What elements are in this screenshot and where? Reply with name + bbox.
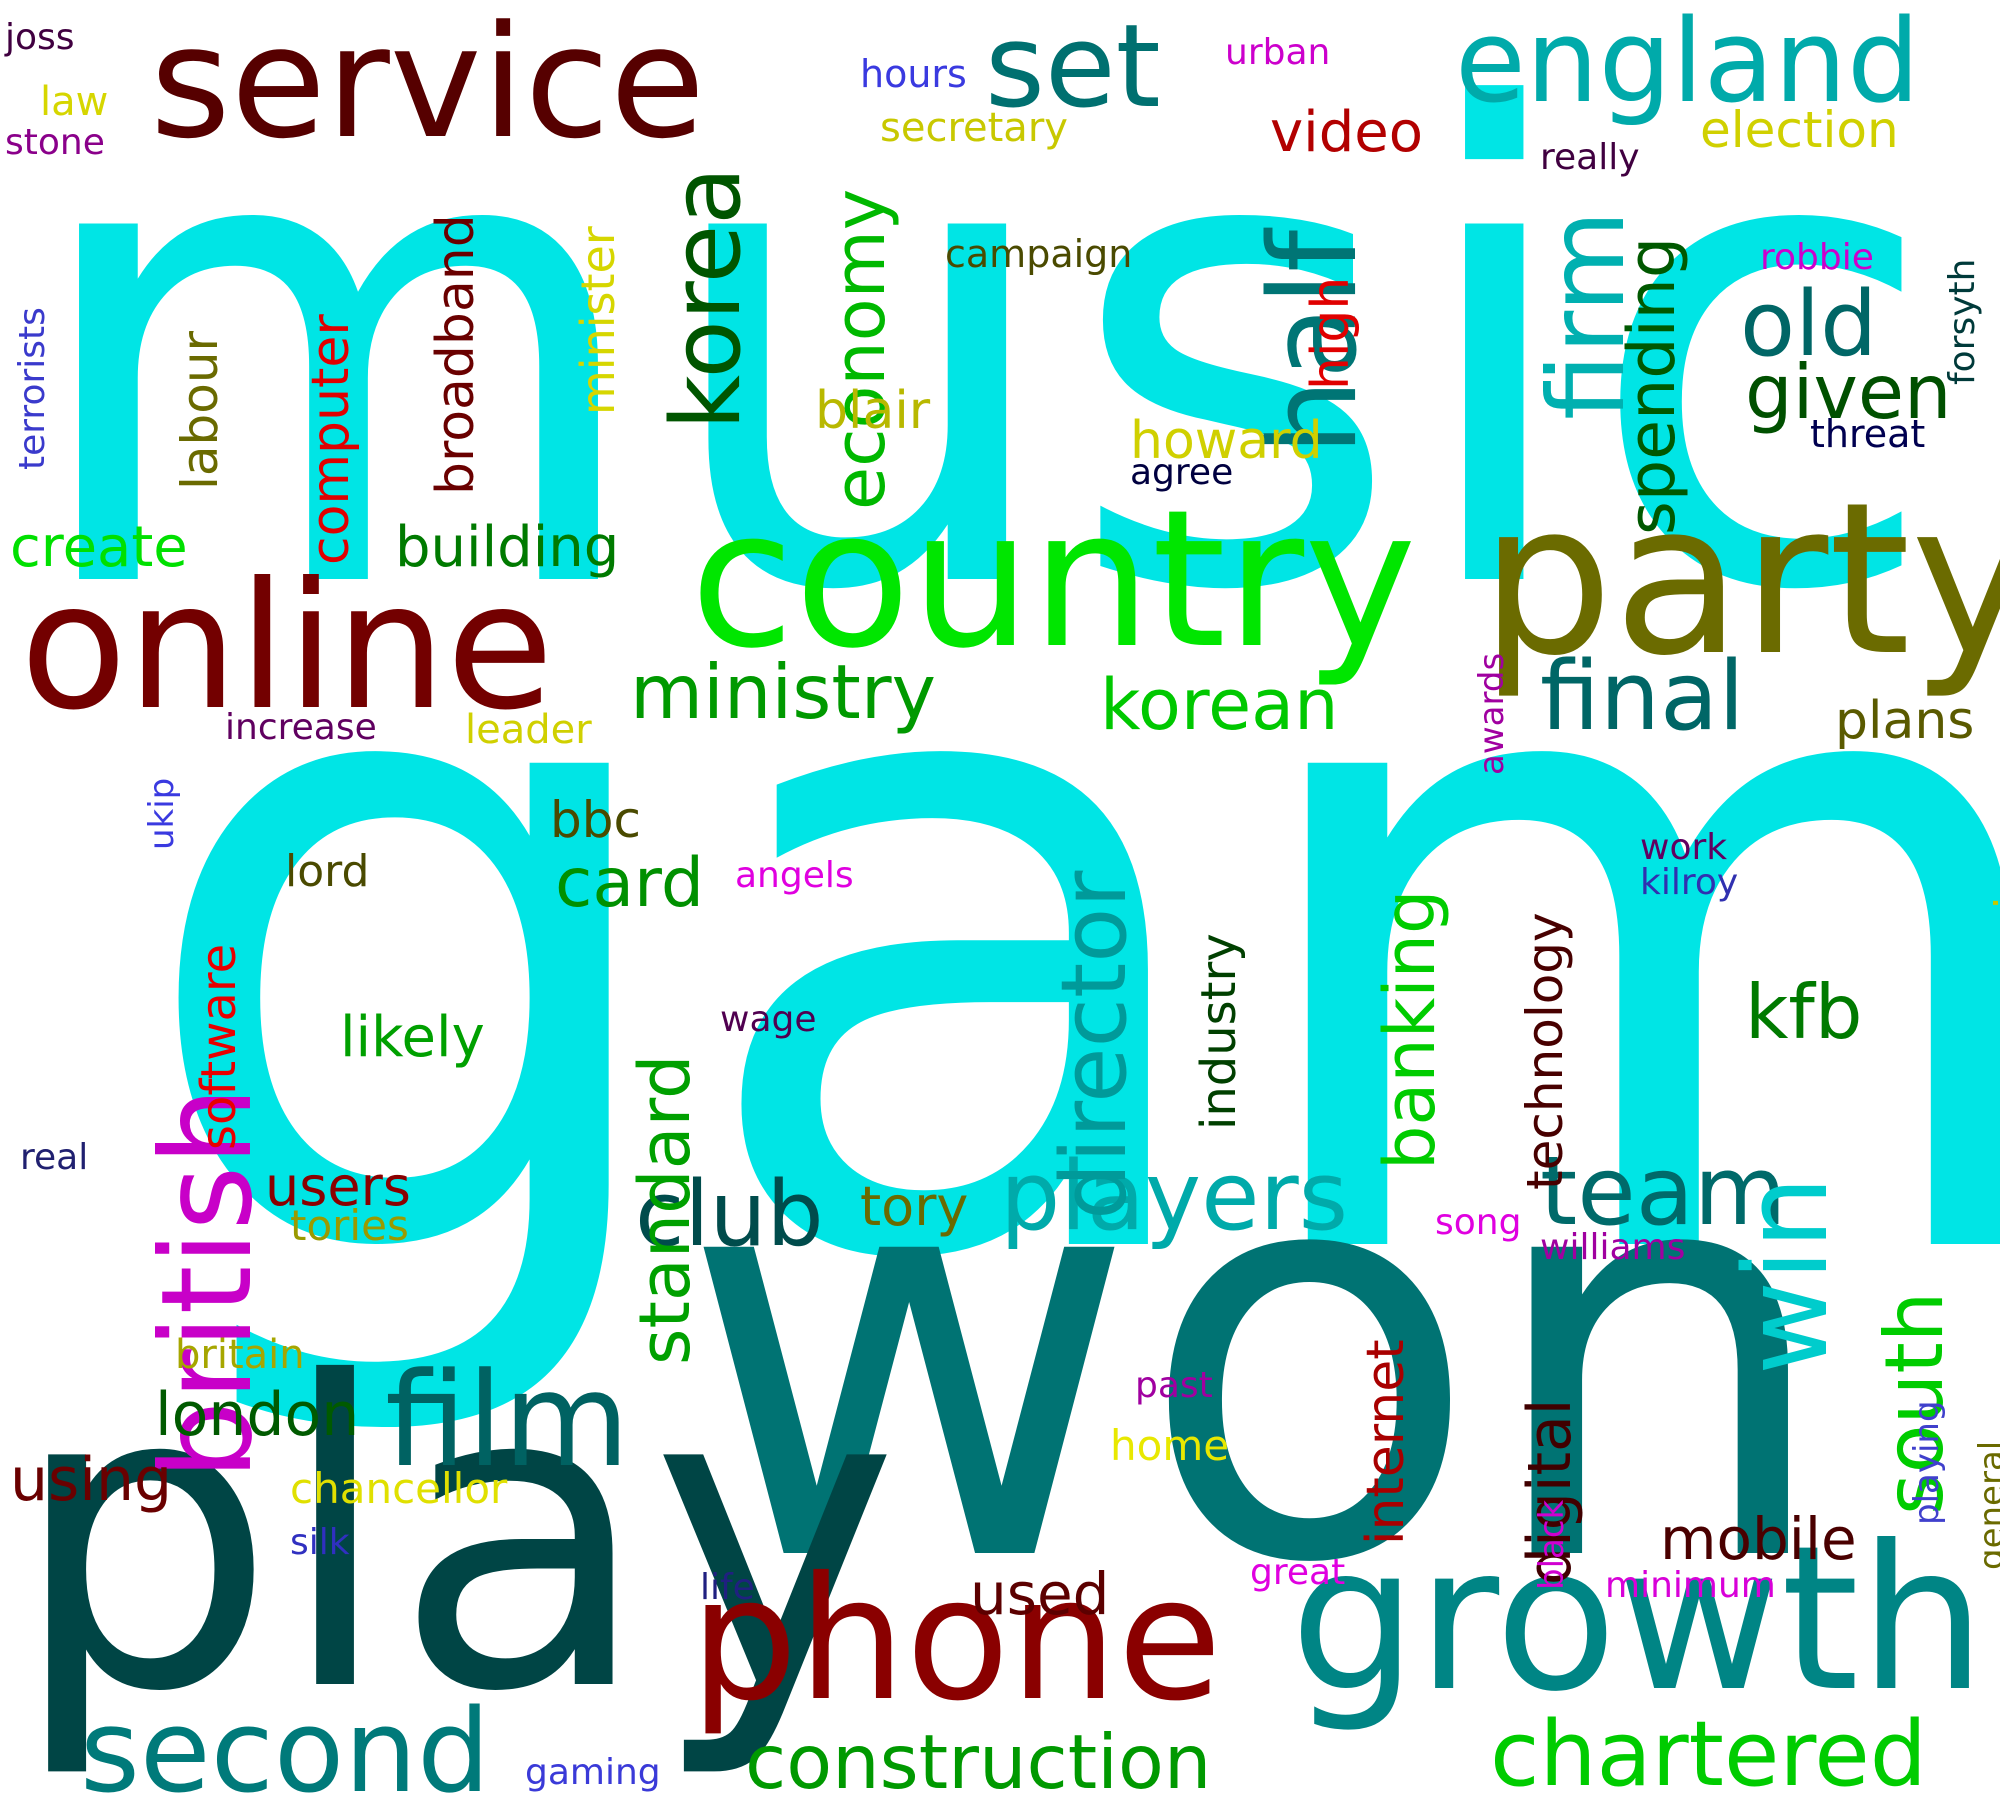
word-online: online [20,546,554,749]
word-urban: urban [1225,32,1331,73]
word-computer: computer [301,314,361,565]
word-high: high [1301,276,1361,390]
word-home: home [1110,1421,1230,1470]
word-won: won [680,1034,1836,1686]
word-card: card [555,844,704,923]
word-law: law [40,79,109,125]
word-labour: labour [171,330,229,490]
word-chancellor: chancellor [290,1464,508,1513]
word-howard: howard [1130,411,1323,471]
word-election: election [1700,101,1899,159]
word-broadband: broadband [426,214,486,495]
word-set: set [985,0,1161,134]
word-economy: economy [819,188,901,510]
word-great: great [1250,1552,1346,1593]
word-technology: technology [1516,912,1574,1190]
word-number: number [1985,896,2000,1345]
word-players: players [1000,1142,1349,1252]
word-tories: tories [290,1201,409,1250]
word-minister: minister [571,226,625,415]
word-old: old [1740,272,1878,377]
word-secretary: secretary [880,105,1068,151]
word-wage: wage [720,999,817,1040]
word-black: black [1532,1499,1572,1590]
word-past: past [1135,1365,1213,1406]
word-likely: likely [340,1005,485,1070]
word-standard: standard [624,1054,706,1366]
word-plans: plans [1835,691,1975,751]
word-korea: korea [652,166,762,430]
word-industry: industry [1191,933,1247,1130]
word-bbc: bbc [550,791,641,849]
word-work: work [1640,827,1728,868]
word-general: general [1972,1440,2000,1570]
word-win: win [1720,1176,1854,1375]
word-song: song [1435,1202,1522,1243]
word-kilroy: kilroy [1640,862,1739,903]
word-leader: leader [465,707,592,753]
word-campaign: campaign [945,232,1133,276]
word-software: software [191,943,247,1150]
word-tory: tory [860,1175,969,1238]
word-club: club [635,1162,824,1267]
word-music: music [20,0,1942,733]
word-britain: britain [175,1332,305,1378]
word-minimum: minimum [1605,1565,1776,1606]
word-final: final [1540,642,1745,752]
word-terrorists: terrorists [12,307,53,470]
word-internet: internet [1356,1339,1416,1545]
word-party: party [1480,457,2000,702]
word-angels: angels [735,855,854,896]
word-really: really [1540,137,1640,178]
word-gaming: gaming [525,1752,661,1793]
word-real: real [20,1137,89,1178]
word-video: video [1270,100,1423,165]
word-threat: threat [1810,412,1926,456]
word-mobile: mobile [1660,1505,1857,1573]
word-film: film [385,1344,630,1496]
word-london: london [155,1380,360,1450]
word-forsyth: forsyth [1942,258,1983,386]
word-williams: williams [1540,1227,1686,1268]
word-growth: growth [1290,1503,1986,1736]
word-play: play [10,1295,900,1784]
word-building: building [395,515,620,580]
word-given: given [1745,348,1952,436]
word-used: used [970,1560,1110,1628]
word-construction: construction [745,1718,1212,1800]
word-banking: banking [1369,889,1451,1170]
word-spending: spending [1615,236,1690,535]
word-increase: increase [225,707,377,748]
word-kfb: kfb [1745,968,1863,1056]
word-stone: stone [5,122,105,163]
word-users: users [265,1155,411,1218]
word-life: life [700,1567,755,1608]
word-create: create [10,515,188,580]
word-chartered: chartered [1490,1702,1927,1800]
word-england: england [1455,0,1920,129]
word-phone: phone [690,1541,1222,1739]
word-awards: awards [1472,652,1512,775]
word-using: using [10,1445,173,1515]
word-service: service [150,0,706,173]
word-silk: silk [290,1522,350,1563]
word-lord: lord [285,846,370,897]
word-team: team [1540,1137,1787,1247]
word-agree: agree [1130,452,1234,493]
word-joss: joss [5,17,75,58]
word-blair: blair [815,381,931,441]
word-ministry: ministry [630,648,936,736]
word-prime: prime [1986,826,2000,955]
word-robbie: robbie [1760,237,1874,278]
word-country: country [690,469,1417,690]
word-hours: hours [860,52,967,96]
word-ukip: ukip [142,777,182,850]
word-game: game [130,427,2000,1452]
word-playing: playing [1907,1400,1947,1525]
word-korean: korean [1100,664,1339,746]
word-second: second [80,1685,491,1800]
word-director: director [1042,870,1147,1220]
